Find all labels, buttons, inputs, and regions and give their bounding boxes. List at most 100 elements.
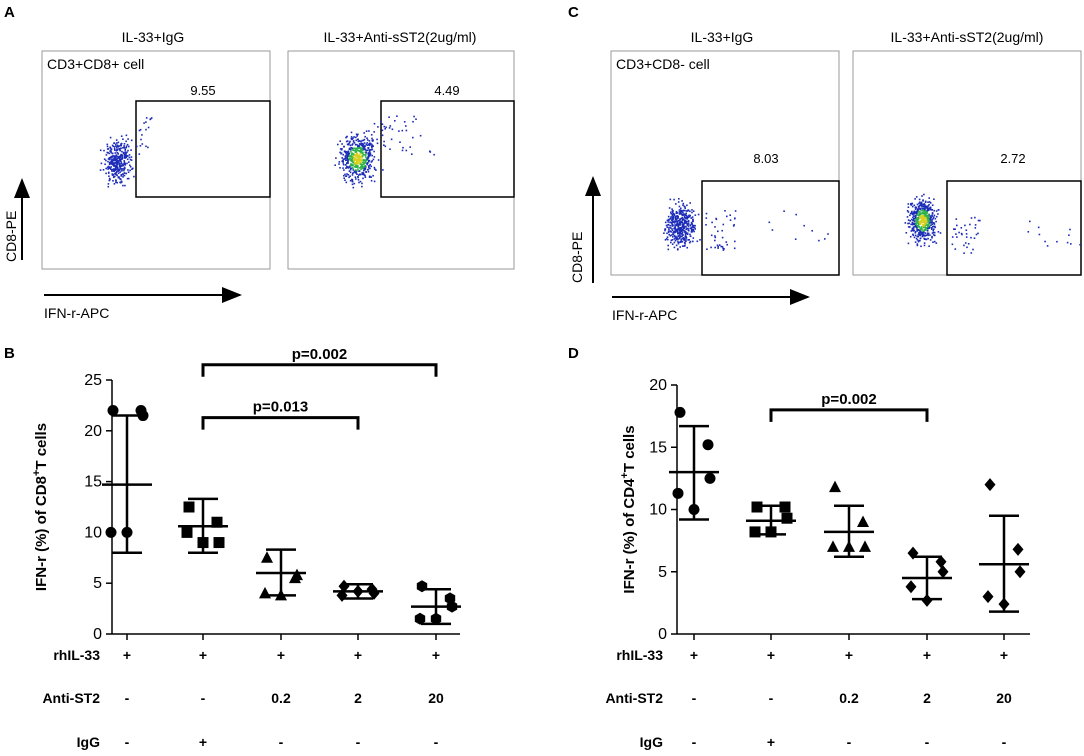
cell-dot (113, 170, 116, 172)
cell-dot (676, 229, 679, 232)
cell-dot (925, 210, 927, 212)
cell-dot (912, 228, 915, 230)
cell-dot (361, 144, 363, 147)
cell-dot (690, 228, 693, 231)
group-5 (979, 478, 1029, 613)
cell-dot (783, 210, 785, 212)
cell-dot (388, 116, 390, 118)
cell-dot (914, 241, 917, 243)
data-point (414, 612, 426, 625)
cell-dot (123, 172, 126, 174)
cell-dot (351, 178, 354, 181)
cell-dot (922, 234, 925, 236)
cell-dot (117, 170, 120, 172)
cell-dot (677, 227, 680, 229)
cell-dot (677, 241, 680, 244)
cell-dot (106, 166, 109, 169)
cell-dot (349, 179, 352, 182)
cell-dot (922, 205, 925, 208)
cell-dot (365, 171, 367, 173)
cell-dot (907, 219, 910, 221)
cell-dot (677, 238, 679, 240)
y-axis-title: IFN-r (%) of CD8+T cells (31, 423, 50, 591)
cell-dot (929, 208, 932, 211)
cell-dot (346, 143, 349, 146)
cell-dot (910, 203, 912, 206)
cell-dot (915, 237, 918, 240)
cell-dot (680, 207, 682, 210)
cell-dot (114, 172, 116, 175)
cell-dot (693, 230, 695, 233)
cell-dot (927, 207, 929, 210)
cell-dot (115, 154, 118, 156)
cell-dot (150, 117, 153, 119)
cell-dot (931, 209, 933, 211)
gate-c2 (946, 180, 1082, 276)
cell-dot (354, 147, 356, 149)
cell-dot (352, 141, 355, 143)
cell-dot (924, 219, 926, 222)
cell-dot (115, 155, 118, 157)
cell-dot (429, 151, 432, 153)
cell-dot (922, 220, 924, 222)
cell-dot (345, 167, 347, 169)
cell-dot (357, 179, 360, 181)
cell-dot (114, 169, 117, 171)
cell-dot (684, 230, 687, 233)
cell-dot (679, 234, 681, 236)
cell-dot (351, 149, 354, 151)
cell-dot (118, 169, 120, 172)
cell-dot (919, 204, 922, 207)
cell-dot (345, 140, 348, 143)
cell-dot (928, 201, 931, 203)
cell-dot (1069, 228, 1071, 231)
cell-dot (934, 217, 937, 220)
cell-dot (670, 234, 673, 236)
cell-dot (921, 228, 923, 230)
cell-dot (667, 230, 670, 233)
cell-dot (919, 221, 921, 224)
cell-dot (113, 146, 116, 148)
cell-dot (964, 242, 967, 244)
cell-dot (358, 154, 361, 156)
cell-dot (366, 163, 368, 166)
cell-dot (124, 152, 126, 154)
cell-dot (388, 127, 391, 129)
cell-dot (931, 222, 933, 224)
cell-dot (680, 239, 682, 241)
cell-dot (111, 152, 114, 155)
cell-dot (934, 234, 936, 237)
condition-value: + (767, 734, 775, 750)
cell-dot (913, 220, 916, 222)
cell-dot (682, 204, 684, 207)
cell-dot (925, 217, 927, 219)
cell-dot (673, 220, 675, 222)
cell-dot (931, 225, 934, 228)
cell-dot (933, 222, 935, 224)
cell-dot (711, 221, 713, 224)
cell-dot (358, 147, 361, 150)
cell-dot (107, 168, 109, 170)
cell-dot (357, 176, 359, 179)
cell-dot (347, 154, 349, 157)
cell-dot (349, 167, 352, 169)
cell-dot (110, 148, 113, 151)
cell-dot (384, 128, 386, 130)
condition-value: + (199, 734, 207, 750)
cell-dot (119, 177, 121, 180)
cell-dot (110, 163, 113, 165)
cell-dot (120, 135, 123, 137)
cell-dot (110, 161, 113, 164)
cell-dot (342, 153, 344, 156)
cell-dot (120, 154, 122, 157)
cell-dot (358, 160, 361, 163)
cell-dot (961, 233, 963, 236)
cell-dot (365, 130, 368, 132)
cell-dot (111, 164, 114, 166)
cell-dot (364, 154, 366, 156)
cell-dot (667, 248, 670, 251)
cell-dot (668, 207, 671, 209)
cell-dot (685, 214, 688, 217)
cell-dot (364, 156, 367, 158)
condition-value: + (432, 647, 440, 663)
